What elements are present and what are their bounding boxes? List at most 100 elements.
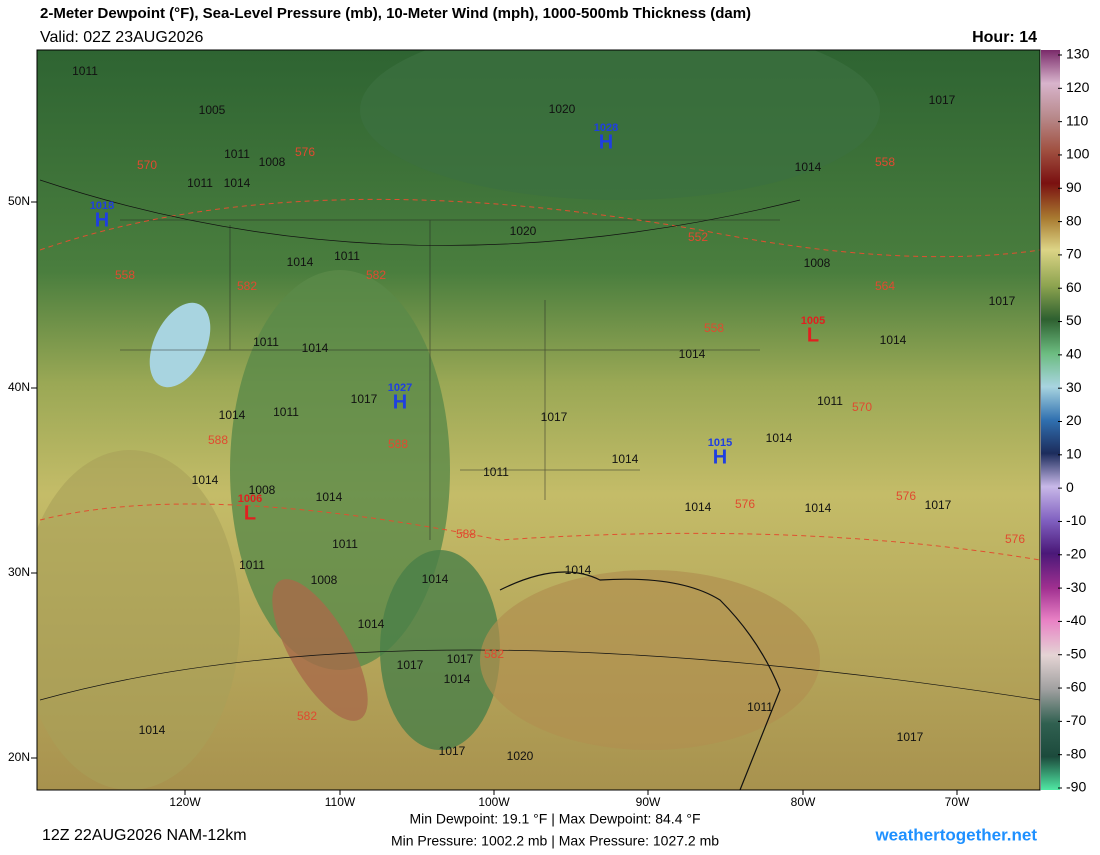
thickness-label: 570 xyxy=(137,158,157,172)
colorbar-label: -40 xyxy=(1066,612,1086,628)
isobar-label: 1017 xyxy=(351,392,378,406)
isobar-label: 1014 xyxy=(880,333,907,347)
site-credit: weathertogether.net xyxy=(874,825,1037,844)
thickness-label: 582 xyxy=(297,709,317,723)
colorbar-label: 130 xyxy=(1066,46,1090,62)
pressure-center-value: 1027 xyxy=(388,382,412,394)
colorbar-label: -90 xyxy=(1066,779,1086,795)
isobar-label: 1008 xyxy=(259,155,286,169)
title: 2-Meter Dewpoint (°F), Sea-Level Pressur… xyxy=(40,5,751,22)
isobar-label: 1014 xyxy=(358,617,385,631)
longitude-label: 80W xyxy=(791,795,816,809)
colorbar-label: -60 xyxy=(1066,679,1086,695)
pressure-center-letter: L xyxy=(807,324,819,346)
isobar-label: 1008 xyxy=(249,483,276,497)
isobar-label: 1014 xyxy=(565,563,592,577)
pressure-center-value: 1015 xyxy=(708,437,732,449)
isobar-label: 1011 xyxy=(747,700,773,714)
dewpoint-field xyxy=(37,450,240,790)
thickness-line xyxy=(39,198,1040,561)
thickness-label: 558 xyxy=(875,155,895,169)
colorbar-label: 0 xyxy=(1066,479,1074,495)
isobar-label: 1011 xyxy=(332,537,358,551)
thickness-label: 582 xyxy=(484,647,504,661)
colorbar-label: 60 xyxy=(1066,279,1082,295)
map-frame xyxy=(36,49,1041,791)
colorbar-label: 40 xyxy=(1066,346,1082,362)
dry-area xyxy=(149,302,211,388)
isobar-label: 1011 xyxy=(72,64,98,78)
dewpoint-field xyxy=(480,570,820,750)
colorbar-label: 120 xyxy=(1066,79,1090,95)
isobar-label: 1017 xyxy=(989,294,1016,308)
latitude-label: 30N xyxy=(8,565,30,579)
thickness-label: 588 xyxy=(208,433,228,447)
isobar-label: 1005 xyxy=(199,103,226,117)
colorbar-label: -80 xyxy=(1066,745,1086,761)
thickness-label: 576 xyxy=(896,489,916,503)
colorbar-label: 10 xyxy=(1066,446,1082,462)
thickness-label: 576 xyxy=(1005,532,1025,546)
thickness-label: 552 xyxy=(688,230,708,244)
isobar-label: 1020 xyxy=(510,224,537,238)
pressure-range: Min Pressure: 1002.2 mb | Max Pressure: … xyxy=(391,833,719,849)
pressure-center-letter: H xyxy=(599,131,613,153)
pressure-center-letter: H xyxy=(713,446,727,468)
forecast-hour: Hour: 14 xyxy=(972,29,1037,46)
pressure-center-letter: L xyxy=(244,502,256,524)
isobar-label: 1017 xyxy=(897,730,924,744)
colorbar-label: -70 xyxy=(1066,712,1086,728)
isobar-label: 1011 xyxy=(273,405,299,419)
colorbar-label: -20 xyxy=(1066,545,1086,561)
isobar-label: 1014 xyxy=(139,723,166,737)
colorbar-label: 70 xyxy=(1066,246,1082,262)
isobar-label: 1011 xyxy=(483,465,509,479)
isobar-label: 1014 xyxy=(805,501,832,515)
isobar-label: 1017 xyxy=(447,652,474,666)
isobar-label: 1014 xyxy=(287,255,314,269)
thickness-label: 576 xyxy=(295,145,315,159)
thickness-label: 588 xyxy=(456,527,476,541)
thickness-label: 588 xyxy=(388,437,408,451)
pressure-center-letter: H xyxy=(393,391,407,413)
isobar-label: 1014 xyxy=(422,572,449,586)
longitude-label: 70W xyxy=(945,795,970,809)
latitude-label: 20N xyxy=(8,750,30,764)
isobar-label: 1008 xyxy=(311,573,338,587)
isobar-label: 1014 xyxy=(302,341,329,355)
isobar-label: 1014 xyxy=(444,672,471,686)
pressure-center-value: 1005 xyxy=(801,315,825,327)
isobar-label: 1011 xyxy=(239,558,265,572)
isobar-label: 1014 xyxy=(766,431,793,445)
thickness-label: 582 xyxy=(366,268,386,282)
isobar-label: 1014 xyxy=(679,347,706,361)
longitude-label: 90W xyxy=(636,795,661,809)
isobar-label: 1014 xyxy=(219,408,246,422)
longitude-label: 100W xyxy=(478,795,510,809)
isobar-label: 1011 xyxy=(334,249,360,263)
colorbar-label: 50 xyxy=(1066,312,1082,328)
pressure-center-letter: H xyxy=(95,209,109,231)
thickness-label: 558 xyxy=(704,321,724,335)
colorbar-label: 80 xyxy=(1066,212,1082,228)
colorbar-label: 100 xyxy=(1066,146,1090,162)
thickness-label: 558 xyxy=(115,268,135,282)
dewpoint-range: Min Dewpoint: 19.1 °F | Max Dewpoint: 84… xyxy=(409,811,700,827)
pressure-center-value: 1006 xyxy=(238,493,262,505)
colorbar-label: 110 xyxy=(1066,112,1089,128)
isobar-label: 1014 xyxy=(224,176,251,190)
colorbar-label: 20 xyxy=(1066,412,1082,428)
boundaries xyxy=(120,219,780,540)
colorbar-label: 30 xyxy=(1066,379,1082,395)
isobar-label: 1017 xyxy=(925,498,952,512)
colorbar xyxy=(1041,50,1060,790)
isobar-label: 1014 xyxy=(192,473,219,487)
isobar-label: 1011 xyxy=(224,147,250,161)
thickness-label: 576 xyxy=(735,497,755,511)
dewpoint-field xyxy=(360,50,880,200)
isobar-label: 1017 xyxy=(929,93,956,107)
model-run: 12Z 22AUG2026 NAM-12km xyxy=(42,827,247,844)
isobar xyxy=(39,179,1040,701)
isobar-label: 1011 xyxy=(817,394,843,408)
